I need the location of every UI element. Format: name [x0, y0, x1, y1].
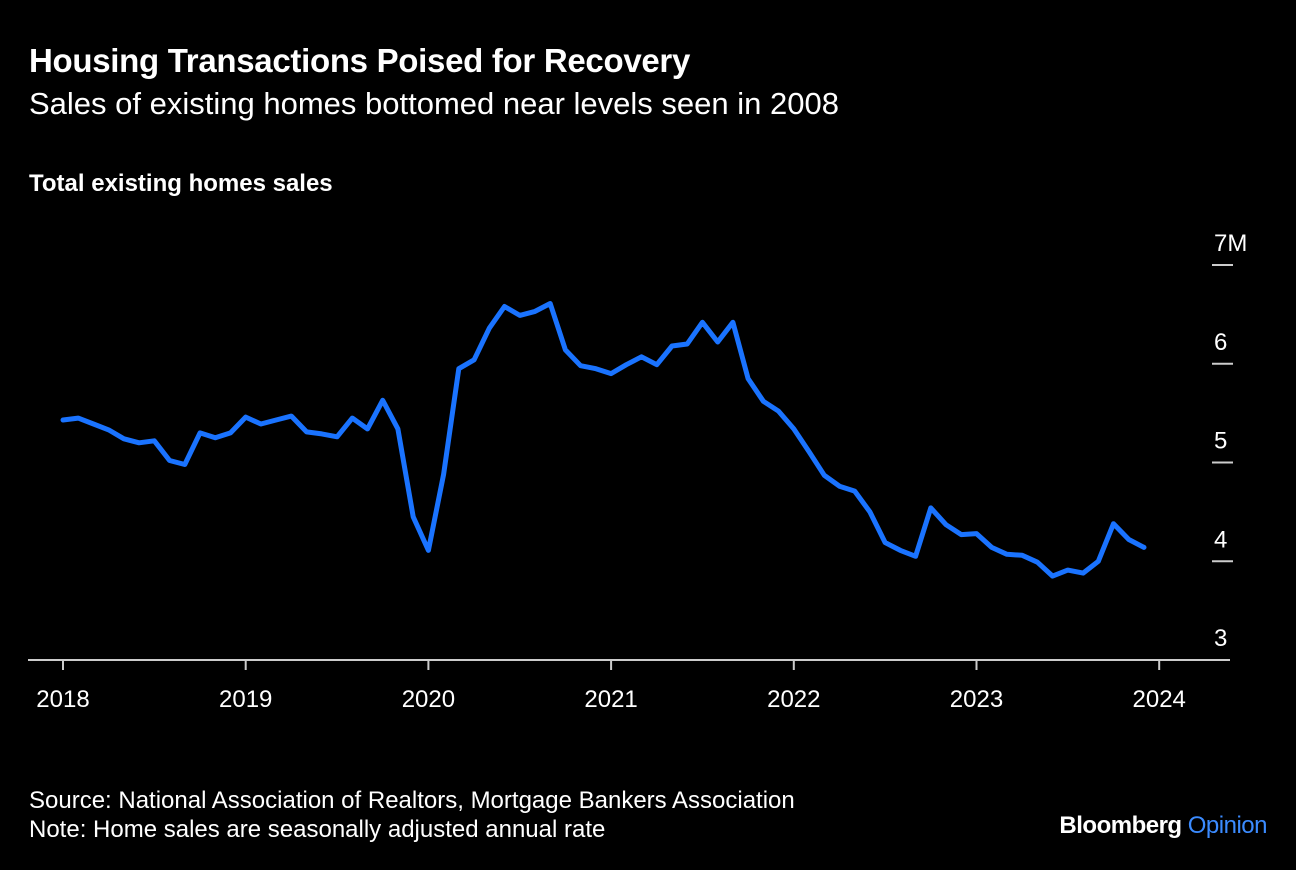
source-note: Source: National Association of Realtors…: [29, 786, 795, 844]
chart-subtitle: Sales of existing homes bottomed near le…: [29, 86, 839, 121]
brand-name: Bloomberg: [1059, 812, 1182, 839]
x-axis: 2018 2019 2020 2021 2022 2023 2024: [28, 659, 1230, 713]
chart-title: Housing Transactions Poised for Recovery: [29, 42, 691, 79]
x-tick-label: 2022: [767, 686, 820, 713]
bloomberg-opinion-logo: Bloomberg Opinion: [1059, 812, 1267, 840]
x-tick-label: 2021: [584, 686, 637, 713]
chart-series-label: Total existing homes sales: [29, 170, 333, 197]
y-tick-label: 7M: [1214, 230, 1247, 257]
y-tick-label: 3: [1214, 625, 1227, 652]
y-tick-label: 5: [1214, 428, 1227, 455]
y-tick-label: 6: [1214, 329, 1227, 356]
x-tick-label: 2024: [1133, 686, 1186, 713]
x-tick-label: 2023: [950, 686, 1003, 713]
series-layer: [60, 301, 1147, 579]
x-tick-label: 2019: [219, 686, 272, 713]
x-tick-label: 2018: [36, 686, 89, 713]
y-tick-label: 4: [1214, 526, 1227, 553]
x-tick-label: 2020: [402, 686, 455, 713]
note-line: Note: Home sales are seasonally adjusted…: [29, 816, 606, 843]
y-axis: 7M 6 5 4 3: [1212, 230, 1247, 652]
brand-suffix: Opinion: [1187, 812, 1268, 839]
source-line: Source: National Association of Realtors…: [29, 787, 795, 814]
series-line: [60, 301, 1147, 579]
